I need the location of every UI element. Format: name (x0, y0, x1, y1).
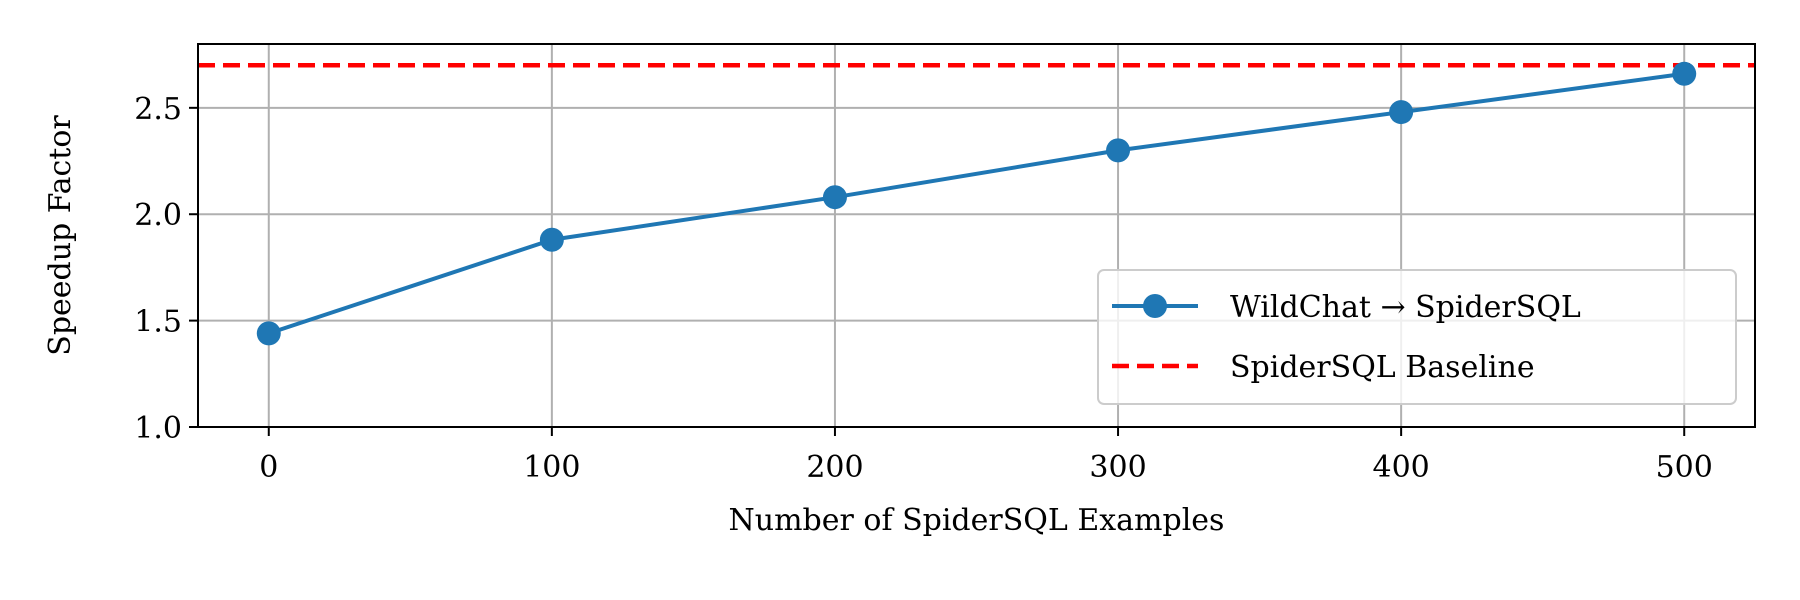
legend-series-label: WildChat → SpiderSQL (1230, 290, 1581, 325)
series-markers (256, 61, 1697, 346)
legend-box (1097, 269, 1737, 405)
series-line (268, 71, 1685, 336)
x-tick-label: 200 (806, 450, 863, 485)
data-point (1672, 61, 1697, 86)
legend-baseline-label: SpiderSQL Baseline (1230, 350, 1535, 385)
x-axis: 0 100 200 300 400 500 (259, 427, 1713, 485)
x-tick-label: 400 (1373, 450, 1430, 485)
x-tick-label: 0 (259, 450, 278, 485)
x-tick-label: 100 (523, 450, 580, 485)
series-layer (256, 61, 1697, 346)
y-axis: 1.0 1.5 2.0 2.5 (134, 92, 198, 446)
legend-series-marker (1143, 294, 1167, 318)
x-axis-label: Number of SpiderSQL Examples (729, 503, 1225, 538)
data-point (822, 185, 847, 210)
plot-frame (197, 43, 1756, 428)
x-tick-label: 300 (1089, 450, 1146, 485)
data-point (1106, 138, 1131, 163)
data-point (539, 227, 564, 252)
data-point (256, 321, 281, 346)
data-point (1389, 100, 1414, 125)
legend: WildChat → SpiderSQL SpiderSQL Baseline (1097, 269, 1737, 405)
y-tick-label: 1.5 (134, 305, 182, 340)
y-tick-label: 1.0 (134, 411, 182, 446)
x-tick-label: 500 (1656, 450, 1713, 485)
y-tick-label: 2.5 (134, 92, 182, 127)
y-axis-label: Speedup Factor (43, 115, 78, 356)
y-tick-label: 2.0 (134, 198, 182, 233)
